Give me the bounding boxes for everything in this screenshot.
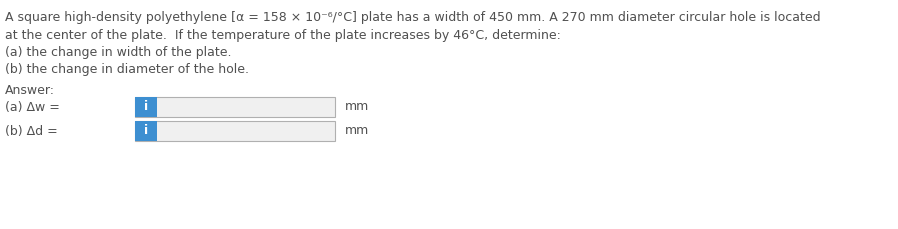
Text: Answer:: Answer: bbox=[5, 84, 55, 97]
Text: (b) Δd =: (b) Δd = bbox=[5, 125, 62, 137]
FancyBboxPatch shape bbox=[135, 121, 335, 141]
Text: mm: mm bbox=[345, 125, 369, 137]
Text: A square high-density polyethylene [α = 158 × 10⁻⁶/°C] plate has a width of 450 : A square high-density polyethylene [α = … bbox=[5, 11, 821, 24]
Text: i: i bbox=[144, 125, 148, 137]
FancyBboxPatch shape bbox=[135, 97, 157, 117]
FancyBboxPatch shape bbox=[135, 97, 335, 117]
Text: (b) the change in diameter of the hole.: (b) the change in diameter of the hole. bbox=[5, 63, 249, 76]
Text: mm: mm bbox=[345, 101, 369, 114]
Text: i: i bbox=[144, 101, 148, 114]
Text: (a) Δw =: (a) Δw = bbox=[5, 101, 64, 114]
Text: at the center of the plate.  If the temperature of the plate increases by 46°C, : at the center of the plate. If the tempe… bbox=[5, 29, 561, 42]
Text: (a) the change in width of the plate.: (a) the change in width of the plate. bbox=[5, 46, 232, 59]
FancyBboxPatch shape bbox=[135, 121, 157, 141]
